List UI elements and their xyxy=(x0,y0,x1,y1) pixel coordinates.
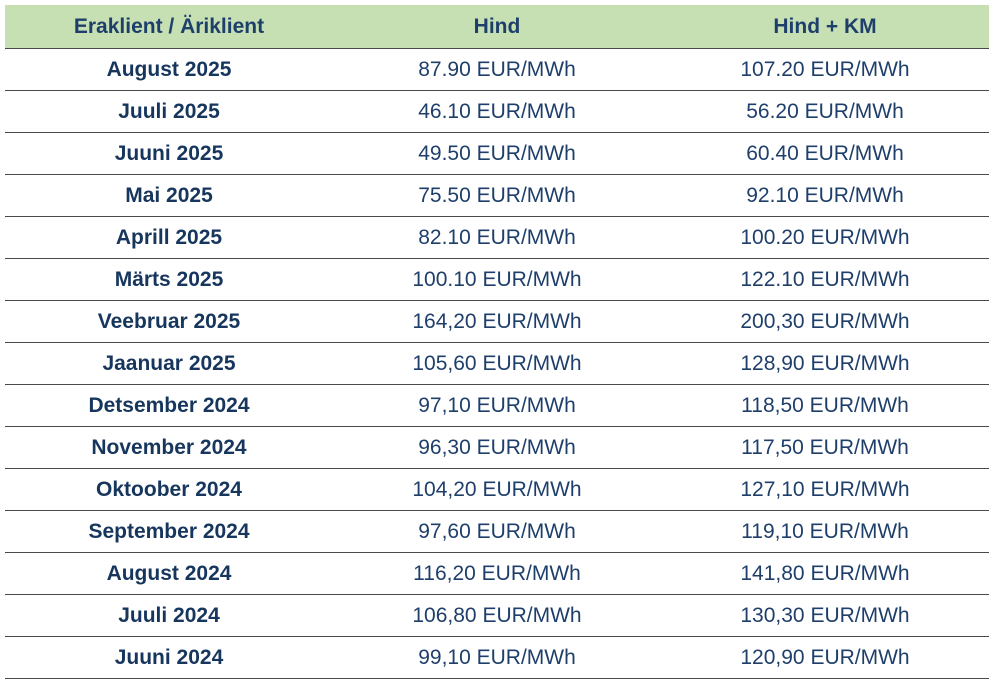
table-row: Märts 2025 100.10 EUR/MWh 122.10 EUR/MWh xyxy=(5,258,989,301)
price-vat-cell: 128,90 EUR/MWh xyxy=(661,342,989,385)
price-cell: 100.10 EUR/MWh xyxy=(333,258,661,301)
header-row: Eraklient / Äriklient Hind Hind + KM xyxy=(5,5,989,49)
price-cell: 49.50 EUR/MWh xyxy=(333,132,661,175)
price-cell: 82.10 EUR/MWh xyxy=(333,216,661,259)
table-header: Eraklient / Äriklient Hind Hind + KM xyxy=(5,5,989,49)
price-cell: 75.50 EUR/MWh xyxy=(333,174,661,217)
price-cell: 46.10 EUR/MWh xyxy=(333,90,661,133)
price-vat-cell: 130,30 EUR/MWh xyxy=(661,594,989,637)
month-cell: September 2024 xyxy=(5,510,333,553)
table-row: November 2024 96,30 EUR/MWh 117,50 EUR/MWh xyxy=(5,426,989,469)
price-vat-cell: 117,50 EUR/MWh xyxy=(661,426,989,469)
table-row: Detsember 2024 97,10 EUR/MWh 118,50 EUR/MW… xyxy=(5,384,989,427)
month-cell: August 2025 xyxy=(5,48,333,91)
price-vat-cell: 92.10 EUR/MWh xyxy=(661,174,989,217)
column-header-client: Eraklient / Äriklient xyxy=(5,5,333,49)
column-header-price: Hind xyxy=(333,5,661,49)
table-row: Juuli 2025 46.10 EUR/MWh 56.20 EUR/MWh xyxy=(5,90,989,133)
price-vat-cell: 60.40 EUR/MWh xyxy=(661,132,989,175)
price-cell: 104,20 EUR/MWh xyxy=(333,468,661,511)
table-row: Mai 2025 75.50 EUR/MWh 92.10 EUR/MWh xyxy=(5,174,989,217)
table-row: Jaanuar 2025 105,60 EUR/MWh 128,90 EUR/MWh xyxy=(5,342,989,385)
price-cell: 106,80 EUR/MWh xyxy=(333,594,661,637)
price-vat-cell: 122.10 EUR/MWh xyxy=(661,258,989,301)
month-cell: Veebruar 2025 xyxy=(5,300,333,343)
price-vat-cell: 56.20 EUR/MWh xyxy=(661,90,989,133)
month-cell: Juuli 2024 xyxy=(5,594,333,637)
month-cell: Mai 2025 xyxy=(5,174,333,217)
price-vat-cell: 107.20 EUR/MWh xyxy=(661,48,989,91)
price-vat-cell: 141,80 EUR/MWh xyxy=(661,552,989,595)
table-row: Veebruar 2025 164,20 EUR/MWh 200,30 EUR/MW… xyxy=(5,300,989,343)
price-cell: 99,10 EUR/MWh xyxy=(333,636,661,679)
price-cell: 116,20 EUR/MWh xyxy=(333,552,661,595)
column-header-price-vat: Hind + KM xyxy=(661,5,989,49)
table-row: Aprill 2025 82.10 EUR/MWh 100.20 EUR/MWh xyxy=(5,216,989,259)
month-cell: Jaanuar 2025 xyxy=(5,342,333,385)
price-vat-cell: 120,90 EUR/MWh xyxy=(661,636,989,679)
price-cell: 97,60 EUR/MWh xyxy=(333,510,661,553)
month-cell: Juuni 2024 xyxy=(5,636,333,679)
price-cell: 164,20 EUR/MWh xyxy=(333,300,661,343)
table-row: September 2024 97,60 EUR/MWh 119,10 EUR/MW… xyxy=(5,510,989,553)
table-body: August 2025 87.90 EUR/MWh 107.20 EUR/MWh Ju… xyxy=(5,48,989,679)
month-cell: Juuli 2025 xyxy=(5,90,333,133)
price-vat-cell: 119,10 EUR/MWh xyxy=(661,510,989,553)
month-cell: Juuni 2025 xyxy=(5,132,333,175)
price-cell: 96,30 EUR/MWh xyxy=(333,426,661,469)
price-vat-cell: 118,50 EUR/MWh xyxy=(661,384,989,427)
price-vat-cell: 127,10 EUR/MWh xyxy=(661,468,989,511)
month-cell: Aprill 2025 xyxy=(5,216,333,259)
month-cell: August 2024 xyxy=(5,552,333,595)
table-row: August 2024 116,20 EUR/MWh 141,80 EUR/MWh xyxy=(5,552,989,595)
price-cell: 87.90 EUR/MWh xyxy=(333,48,661,91)
table-row: Juuni 2025 49.50 EUR/MWh 60.40 EUR/MWh xyxy=(5,132,989,175)
month-cell: Märts 2025 xyxy=(5,258,333,301)
price-vat-cell: 100.20 EUR/MWh xyxy=(661,216,989,259)
month-cell: Oktoober 2024 xyxy=(5,468,333,511)
price-vat-cell: 200,30 EUR/MWh xyxy=(661,300,989,343)
price-cell: 97,10 EUR/MWh xyxy=(333,384,661,427)
table-row: Juuli 2024 106,80 EUR/MWh 130,30 EUR/MWh xyxy=(5,594,989,637)
table-row: Juuni 2024 99,10 EUR/MWh 120,90 EUR/MWh xyxy=(5,636,989,679)
month-cell: Detsember 2024 xyxy=(5,384,333,427)
month-cell: November 2024 xyxy=(5,426,333,469)
price-cell: 105,60 EUR/MWh xyxy=(333,342,661,385)
table-row: Oktoober 2024 104,20 EUR/MWh 127,10 EUR/MW… xyxy=(5,468,989,511)
table-row: August 2025 87.90 EUR/MWh 107.20 EUR/MWh xyxy=(5,48,989,91)
price-table: Eraklient / Äriklient Hind Hind + KM Aug… xyxy=(5,5,989,679)
